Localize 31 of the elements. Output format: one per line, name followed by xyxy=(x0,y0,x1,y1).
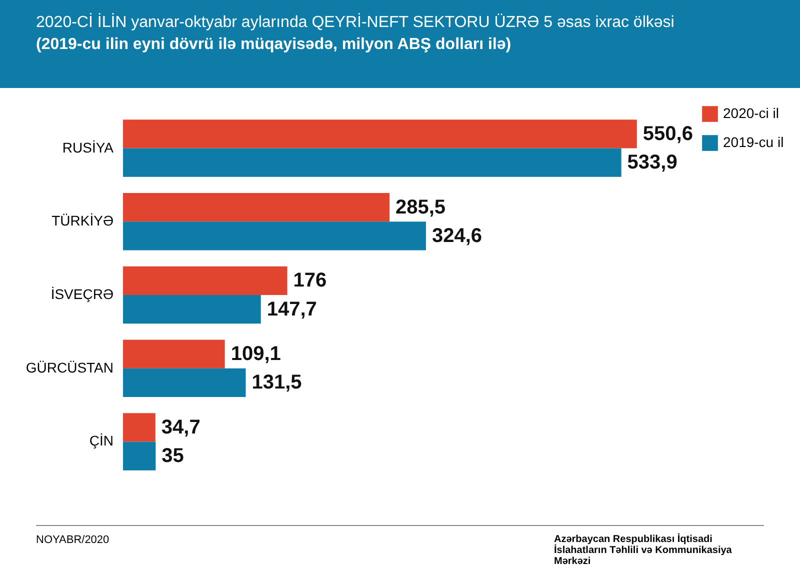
y-tick-label: İSVEÇRƏ xyxy=(50,286,114,302)
bar xyxy=(123,413,156,442)
y-tick-label: TÜRKİYƏ xyxy=(52,212,114,229)
text: NOYABR/2020 xyxy=(36,534,110,548)
bar xyxy=(123,442,156,470)
bar xyxy=(123,340,225,368)
data-label: 533,9 xyxy=(627,152,678,174)
bar xyxy=(123,193,390,222)
chart-subtitle: (2019-cu ilin eyni dövrü ilə müqayisədə, milyon ABŞ dolları ilə) xyxy=(36,36,512,54)
data-label: 34,7 xyxy=(161,416,200,438)
bar xyxy=(123,120,637,148)
data-label: 550,6 xyxy=(642,122,693,145)
text: Azərbaycan Respublikası İqtisadi İslahatların Təhlili və Kommunikasiya Mərkəzi xyxy=(554,534,733,566)
bar xyxy=(123,148,622,177)
data-label: 147,7 xyxy=(266,298,317,320)
bar xyxy=(123,266,288,295)
bar xyxy=(123,295,261,324)
data-label: 285,5 xyxy=(395,196,446,218)
bar xyxy=(123,368,246,397)
data-label: 131,5 xyxy=(252,372,302,394)
legend-label: 2019-cu il xyxy=(723,134,784,150)
bar xyxy=(123,222,426,250)
chart-title: 2020-Cİ İLİN yanvar-oktyabr aylarında QEYRİ-NEFT SEKTORU ÜZRƏ 5 əsas ixrac ölkəsi xyxy=(36,14,676,32)
legend-label: 2020-ci il xyxy=(723,105,780,121)
y-tick-label: RUSİYA xyxy=(62,139,114,156)
data-label: 35 xyxy=(162,445,184,468)
data-label: 109,1 xyxy=(230,343,281,366)
data-label: 176 xyxy=(293,270,327,292)
y-tick-label: GÜRCÜSTAN xyxy=(26,359,114,376)
data-label: 324,6 xyxy=(432,224,482,247)
y-tick-label: ÇİN xyxy=(89,432,114,449)
